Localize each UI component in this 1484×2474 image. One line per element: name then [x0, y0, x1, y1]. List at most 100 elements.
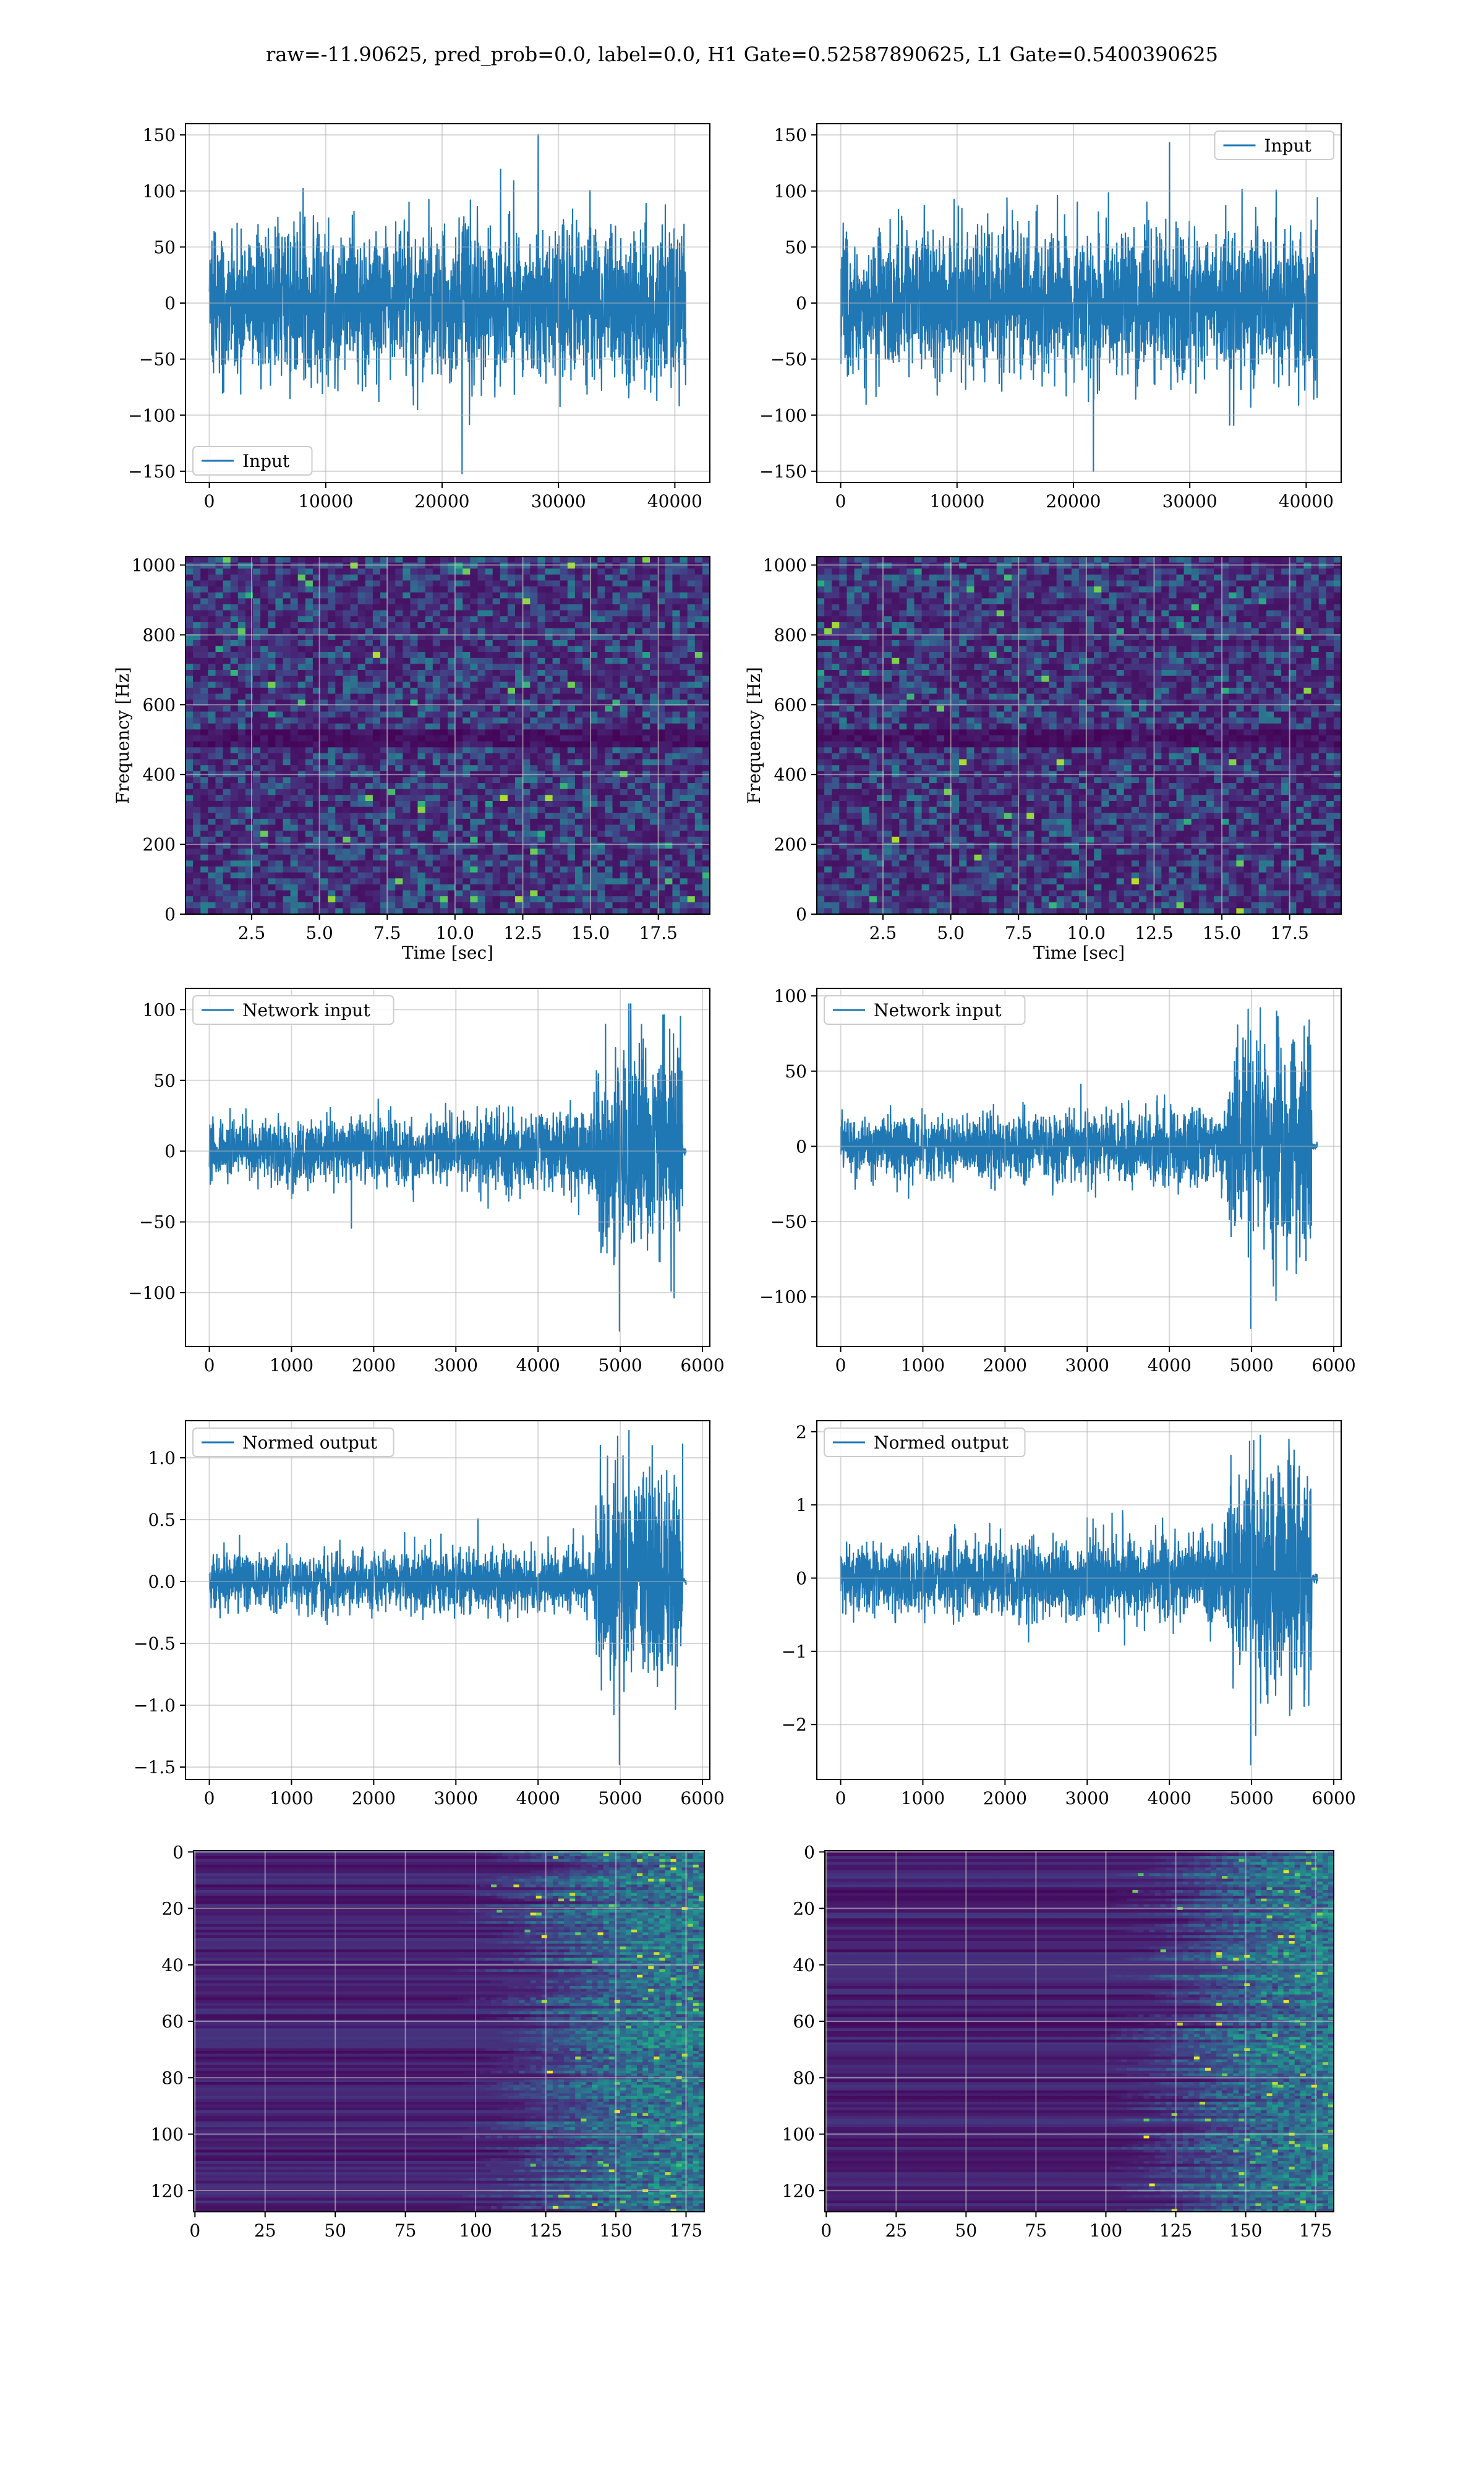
y-axis-label: Frequency [Hz]: [113, 667, 133, 803]
heatmap-cell: [695, 867, 703, 873]
heatmap-cell: [403, 878, 411, 884]
heatmap-cell: [613, 563, 621, 569]
heatmap-cell: [929, 581, 937, 587]
heatmap-cell: [388, 575, 396, 581]
heatmap-cell: [582, 729, 591, 735]
heatmap-cell: [582, 688, 591, 694]
heatmap-cell: [470, 729, 478, 735]
heatmap-cell: [695, 622, 703, 628]
heatmap-cell: [582, 593, 591, 599]
heatmap-cell: [628, 891, 636, 897]
heatmap-cell: [395, 801, 403, 807]
heatmap-cell: [275, 610, 283, 617]
heatmap-cell: [597, 837, 605, 843]
heatmap-cell: [231, 658, 239, 664]
heatmap-cell: [929, 563, 937, 569]
heatmap-cell: [493, 837, 501, 843]
heatmap-cell: [1004, 593, 1012, 599]
heatmap-cell: [440, 581, 448, 587]
heatmap-cell: [478, 825, 486, 831]
heatmap-cell: [268, 688, 276, 694]
heatmap-cell: [298, 896, 306, 902]
heatmap-cell: [260, 706, 268, 712]
heatmap-cell: [672, 724, 680, 730]
heatmap-cell: [568, 717, 576, 724]
heatmap-cell: [253, 860, 261, 867]
heatmap-cell: [680, 682, 688, 688]
heatmap-cell: [515, 860, 523, 867]
heatmap-cell: [351, 598, 359, 604]
heatmap-cell: [298, 860, 306, 867]
heatmap-cell: [515, 610, 523, 617]
heatmap-cell: [373, 712, 381, 718]
heatmap-cell: [1259, 575, 1267, 581]
heatmap-cell: [455, 640, 463, 646]
heatmap-cell: [351, 753, 359, 760]
heatmap-cell: [410, 658, 418, 664]
heatmap-cell: [186, 640, 194, 646]
heatmap-cell: [268, 849, 276, 855]
heatmap-cell: [537, 753, 545, 760]
heatmap-cell: [590, 724, 598, 730]
heatmap-cell: [238, 795, 246, 801]
heatmap-cell: [433, 610, 441, 617]
heatmap-cell: [493, 712, 501, 718]
heatmap-cell: [343, 568, 351, 575]
heatmap-cell: [605, 825, 613, 831]
heatmap-cell: [628, 813, 636, 819]
heatmap-cell: [343, 694, 351, 700]
heatmap-cell: [966, 557, 974, 563]
heatmap-cell: [582, 842, 591, 849]
heatmap-cell: [620, 896, 628, 902]
x-axis-label: Time [sec]: [402, 943, 493, 963]
heatmap-cell: [343, 616, 351, 622]
heatmap-cell: [508, 688, 516, 694]
heatmap-cell: [553, 598, 561, 604]
heatmap-cell: [702, 628, 710, 635]
heatmap-cell: [403, 706, 411, 712]
heatmap-cell: [642, 753, 650, 760]
heatmap-cell: [291, 801, 299, 807]
heatmap-cell: [373, 622, 381, 628]
heatmap-cell: [403, 724, 411, 730]
heatmap-cell: [680, 753, 688, 760]
heatmap-cell: [545, 688, 553, 694]
heatmap-cell: [253, 783, 261, 789]
heatmap-cell: [231, 581, 239, 587]
heatmap-cell: [568, 896, 576, 902]
heatmap-cell: [351, 878, 359, 884]
heatmap-cell: [433, 688, 441, 694]
heatmap-cell: [200, 717, 208, 724]
heatmap-cell: [291, 747, 299, 753]
heatmap-cell: [855, 604, 863, 610]
heatmap-cell: [688, 694, 696, 700]
heatmap-cell: [351, 712, 359, 718]
heatmap-cell: [560, 628, 568, 635]
heatmap-cell: [305, 813, 313, 819]
heatmap-cell: [522, 855, 531, 861]
heatmap-cell: [373, 628, 381, 635]
heatmap-cell: [223, 855, 231, 861]
heatmap-cell: [855, 593, 863, 599]
heatmap-cell: [642, 842, 650, 849]
heatmap-cell: [575, 807, 583, 813]
heatmap-cell: [478, 878, 486, 884]
heatmap-cell: [223, 717, 231, 724]
heatmap-cell: [291, 855, 299, 861]
heatmap-cell: [335, 742, 343, 748]
heatmap-cell: [485, 813, 493, 819]
heatmap-cell: [1259, 581, 1267, 587]
heatmap-cell: [216, 878, 224, 884]
heatmap-cell: [410, 724, 418, 730]
heatmap-cell: [320, 581, 328, 587]
heatmap-cell: [702, 813, 710, 819]
heatmap-cell: [560, 724, 568, 730]
heatmap-cell: [298, 747, 306, 753]
heatmap-cell: [418, 563, 426, 569]
heatmap-cell: [351, 694, 359, 700]
heatmap-cell: [824, 593, 832, 599]
heatmap-cell: [590, 557, 598, 563]
heatmap-cell: [1177, 557, 1185, 563]
heatmap-cell: [335, 622, 343, 628]
heatmap-cell: [922, 598, 930, 604]
